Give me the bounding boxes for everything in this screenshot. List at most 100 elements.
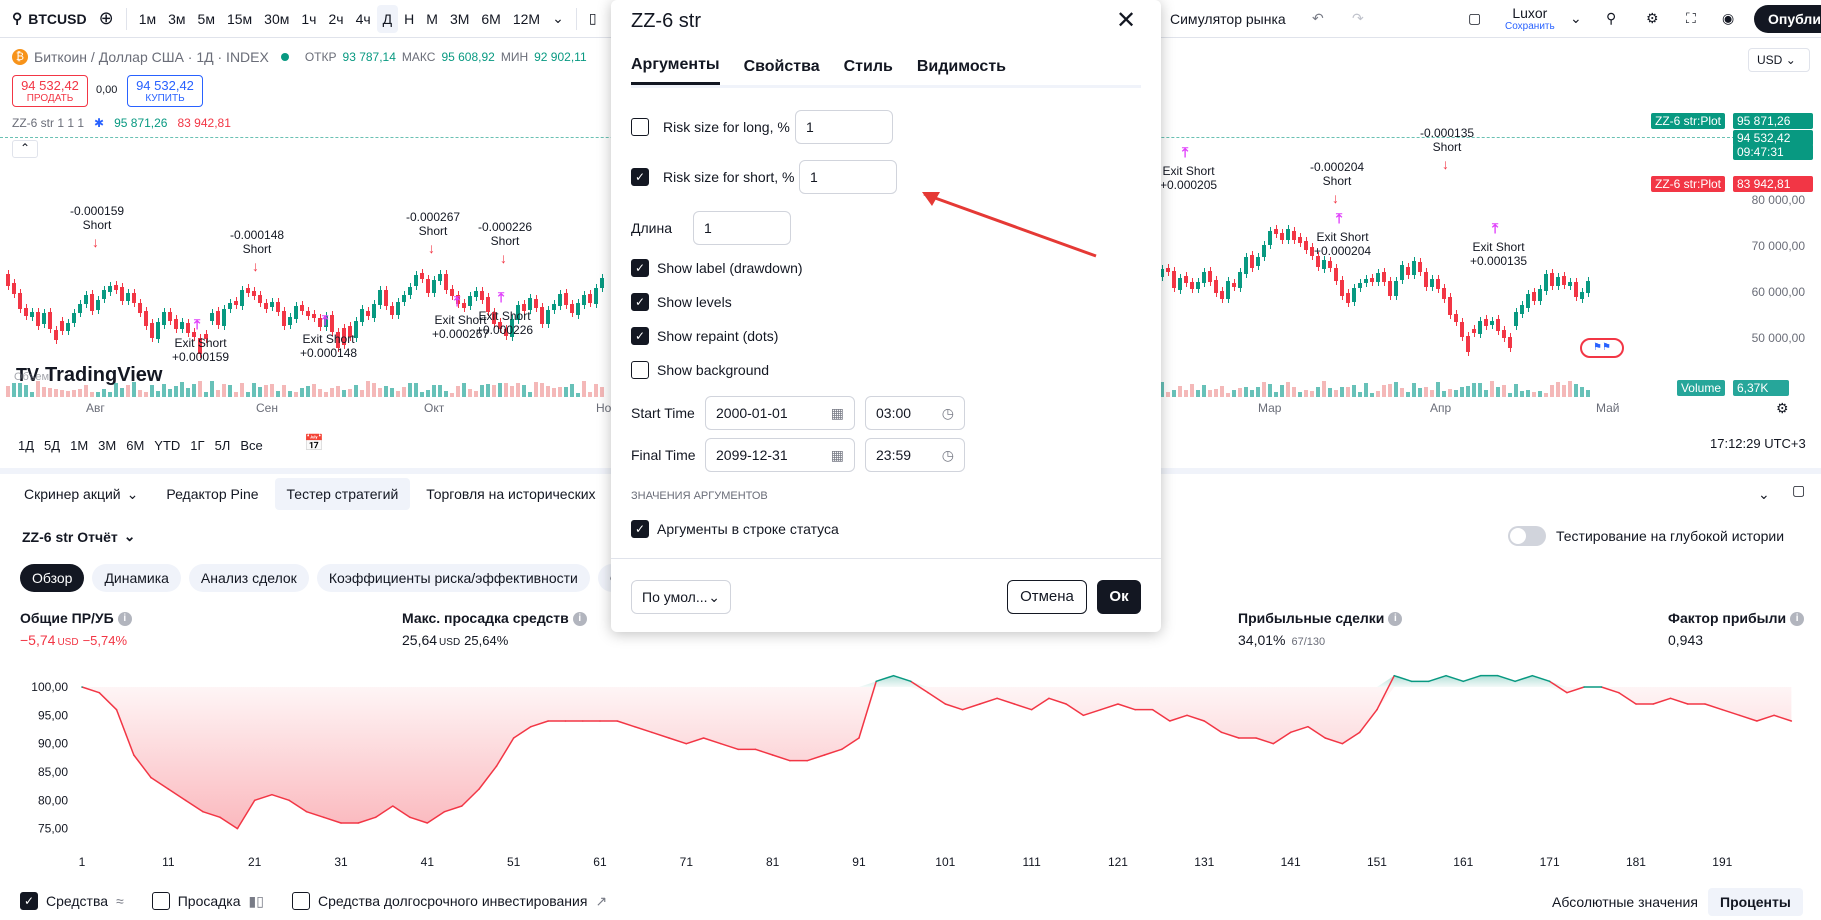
alert-icon[interactable]: ⚲ bbox=[1606, 10, 1617, 26]
dialog-tab-3[interactable]: Видимость bbox=[916, 57, 1006, 75]
settings-icon[interactable]: ⚙ bbox=[1646, 10, 1659, 26]
interval-0[interactable]: 1м bbox=[138, 10, 157, 27]
interval-2[interactable]: 5м bbox=[197, 10, 215, 27]
show-label-checkbox[interactable]: ✓ bbox=[631, 259, 649, 277]
publish-button[interactable]: Опублик bbox=[1754, 5, 1821, 33]
range-2[interactable]: 1М bbox=[70, 437, 89, 453]
interval-13[interactable]: 12М bbox=[512, 10, 541, 27]
subtab-1[interactable]: Динамика bbox=[92, 564, 181, 592]
redo-icon[interactable]: ↷ bbox=[1352, 10, 1364, 26]
risk-short-input[interactable]: 1 bbox=[799, 160, 897, 194]
start-date-input[interactable]: 2000-01-01 ▦ bbox=[705, 396, 855, 430]
interval-12[interactable]: 6М bbox=[481, 10, 501, 27]
ok-button[interactable]: Ок bbox=[1097, 580, 1141, 614]
interval-3[interactable]: 15м bbox=[226, 10, 253, 27]
flag-event-icon[interactable]: ⚑⚑ bbox=[1580, 338, 1624, 358]
show-background-row[interactable]: Show background bbox=[631, 361, 769, 379]
bottom-tab-0[interactable]: Скринер акций ⌄ bbox=[12, 478, 150, 510]
sell-button[interactable]: 94 532,42 ПРОДАТЬ bbox=[12, 75, 88, 107]
interval-6[interactable]: 2ч bbox=[328, 10, 344, 27]
interval-7[interactable]: 4ч bbox=[355, 10, 371, 27]
fullscreen-icon[interactable]: ⛶ bbox=[1686, 10, 1696, 26]
chevron-down-icon[interactable]: ⌄ bbox=[552, 10, 564, 26]
range-3[interactable]: 3М bbox=[98, 437, 117, 453]
interval-9[interactable]: Н bbox=[404, 10, 415, 27]
range-6[interactable]: 1Г bbox=[190, 437, 205, 453]
info-icon[interactable]: i bbox=[572, 612, 587, 627]
show-repaint-row[interactable]: ✓ Show repaint (dots) bbox=[631, 327, 778, 345]
camera-icon[interactable]: ◉ bbox=[1722, 10, 1735, 26]
market-simulator-button[interactable]: Симулятор рынка bbox=[1170, 10, 1286, 27]
toggle-switch[interactable] bbox=[1508, 526, 1546, 546]
info-icon[interactable]: i bbox=[1388, 612, 1403, 627]
undo-icon[interactable]: ↶ bbox=[1312, 10, 1324, 26]
final-time-input[interactable]: 23:59 ◷ bbox=[865, 438, 965, 472]
length-input[interactable]: 1 bbox=[693, 211, 791, 245]
collapse-icon[interactable]: ⌃ bbox=[12, 140, 38, 158]
panel-maximize-icon[interactable]: ⌄ bbox=[1758, 486, 1770, 502]
show-background-checkbox[interactable] bbox=[631, 361, 649, 379]
final-date-input[interactable]: 2099-12-31 ▦ bbox=[705, 438, 855, 472]
range-4[interactable]: 6М bbox=[126, 437, 145, 453]
checkbox-unchecked[interactable] bbox=[151, 892, 170, 910]
currency-select[interactable]: USD ⌄ bbox=[1748, 48, 1810, 72]
range-1[interactable]: 5Д bbox=[44, 437, 61, 453]
args-status-row[interactable]: ✓ Аргументы в строке статуса bbox=[631, 520, 839, 538]
deep-history-toggle[interactable]: Тестирование на глубокой истории bbox=[1508, 526, 1784, 546]
defaults-dropdown[interactable]: По умол... ⌄ bbox=[631, 580, 731, 614]
legend-buyhold[interactable]: Средства долгосрочного инвестирования ↗ bbox=[291, 892, 607, 910]
interval-4[interactable]: 30м bbox=[264, 10, 290, 27]
symbol-search[interactable]: ⚲ BTCUSD bbox=[6, 5, 93, 33]
show-levels-row[interactable]: ✓ Show levels bbox=[631, 293, 732, 311]
subtab-3[interactable]: Коэффициенты риска/эффективности bbox=[316, 564, 590, 592]
subtab-2[interactable]: Анализ сделок bbox=[188, 564, 309, 592]
subtab-0[interactable]: Обзор bbox=[20, 564, 85, 592]
legend-equity[interactable]: ✓ Средства ≈ bbox=[20, 892, 124, 910]
dialog-tab-2[interactable]: Стиль bbox=[843, 57, 893, 75]
show-levels-checkbox[interactable]: ✓ bbox=[631, 293, 649, 311]
checkbox-checked[interactable]: ✓ bbox=[20, 892, 38, 910]
range-0[interactable]: 1Д bbox=[18, 437, 35, 453]
candles-icon[interactable]: ▯ bbox=[588, 10, 597, 26]
range-7[interactable]: 5Л bbox=[214, 437, 231, 453]
info-icon[interactable]: i bbox=[1790, 612, 1805, 627]
risk-long-input[interactable]: 1 bbox=[795, 110, 893, 144]
legend-drawdown[interactable]: Просадка ▮▯ bbox=[151, 892, 264, 910]
interval-1[interactable]: 3м bbox=[168, 10, 186, 27]
absolute-values-button[interactable]: Абсолютные значения bbox=[1552, 894, 1698, 910]
checkbox-unchecked[interactable] bbox=[291, 892, 310, 910]
bottom-tab-1[interactable]: Редактор Pine bbox=[154, 478, 270, 510]
info-icon[interactable]: i bbox=[117, 612, 132, 627]
chevron-down-icon[interactable]: ⌄ bbox=[1570, 10, 1582, 26]
report-select[interactable]: ZZ-6 str Отчёт ⌄ bbox=[22, 528, 135, 545]
buy-button[interactable]: 94 532,42 КУПИТЬ bbox=[127, 75, 203, 107]
args-status-checkbox[interactable]: ✓ bbox=[631, 520, 649, 538]
percents-button[interactable]: Проценты bbox=[1708, 888, 1803, 916]
interval-5[interactable]: 1ч bbox=[301, 10, 317, 27]
dialog-tab-0[interactable]: Аргументы bbox=[631, 56, 720, 85]
cancel-button[interactable]: Отмена bbox=[1007, 580, 1087, 614]
bottom-tab-2[interactable]: Тестер стратегий bbox=[274, 478, 411, 510]
show-repaint-checkbox[interactable]: ✓ bbox=[631, 327, 649, 345]
indicator-settings-icon[interactable]: ✱ bbox=[94, 116, 105, 130]
add-symbol-button[interactable]: ⊕ bbox=[98, 8, 114, 28]
interval-11[interactable]: 3М bbox=[449, 10, 470, 27]
range-8[interactable]: Все bbox=[240, 437, 263, 453]
chart-settings-icon[interactable]: ⚙ bbox=[1776, 400, 1789, 416]
interval-8[interactable]: Д bbox=[376, 4, 399, 33]
indicator-legend[interactable]: ZZ-6 str 1 1 1 ✱ 95 871,26 83 942,81 bbox=[12, 116, 231, 130]
risk-long-checkbox[interactable] bbox=[631, 118, 649, 136]
layout-square-icon[interactable]: ▢ bbox=[1468, 10, 1482, 26]
dialog-tab-1[interactable]: Свойства bbox=[743, 57, 820, 75]
bottom-tab-3[interactable]: Торговля на исторических bbox=[414, 478, 607, 510]
layout-name-button[interactable]: Luxor Сохранить bbox=[1505, 5, 1555, 32]
risk-short-checkbox[interactable]: ✓ bbox=[631, 168, 649, 186]
show-label-row[interactable]: ✓ Show label (drawdown) bbox=[631, 259, 803, 277]
range-5[interactable]: YTD bbox=[154, 437, 181, 453]
goto-date-icon[interactable]: 📅 bbox=[304, 435, 324, 452]
start-time-input[interactable]: 03:00 ◷ bbox=[865, 396, 965, 430]
close-icon[interactable]: ✕ bbox=[1116, 7, 1137, 34]
interval-10[interactable]: М bbox=[426, 10, 438, 27]
panel-fullscreen-icon[interactable]: ▢ bbox=[1792, 482, 1806, 498]
